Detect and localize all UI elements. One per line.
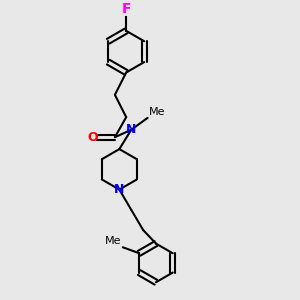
Text: N: N [126, 123, 136, 136]
Text: Me: Me [149, 107, 166, 117]
Text: F: F [122, 2, 131, 16]
Text: O: O [87, 131, 98, 144]
Text: N: N [114, 183, 124, 196]
Text: Me: Me [105, 236, 122, 246]
